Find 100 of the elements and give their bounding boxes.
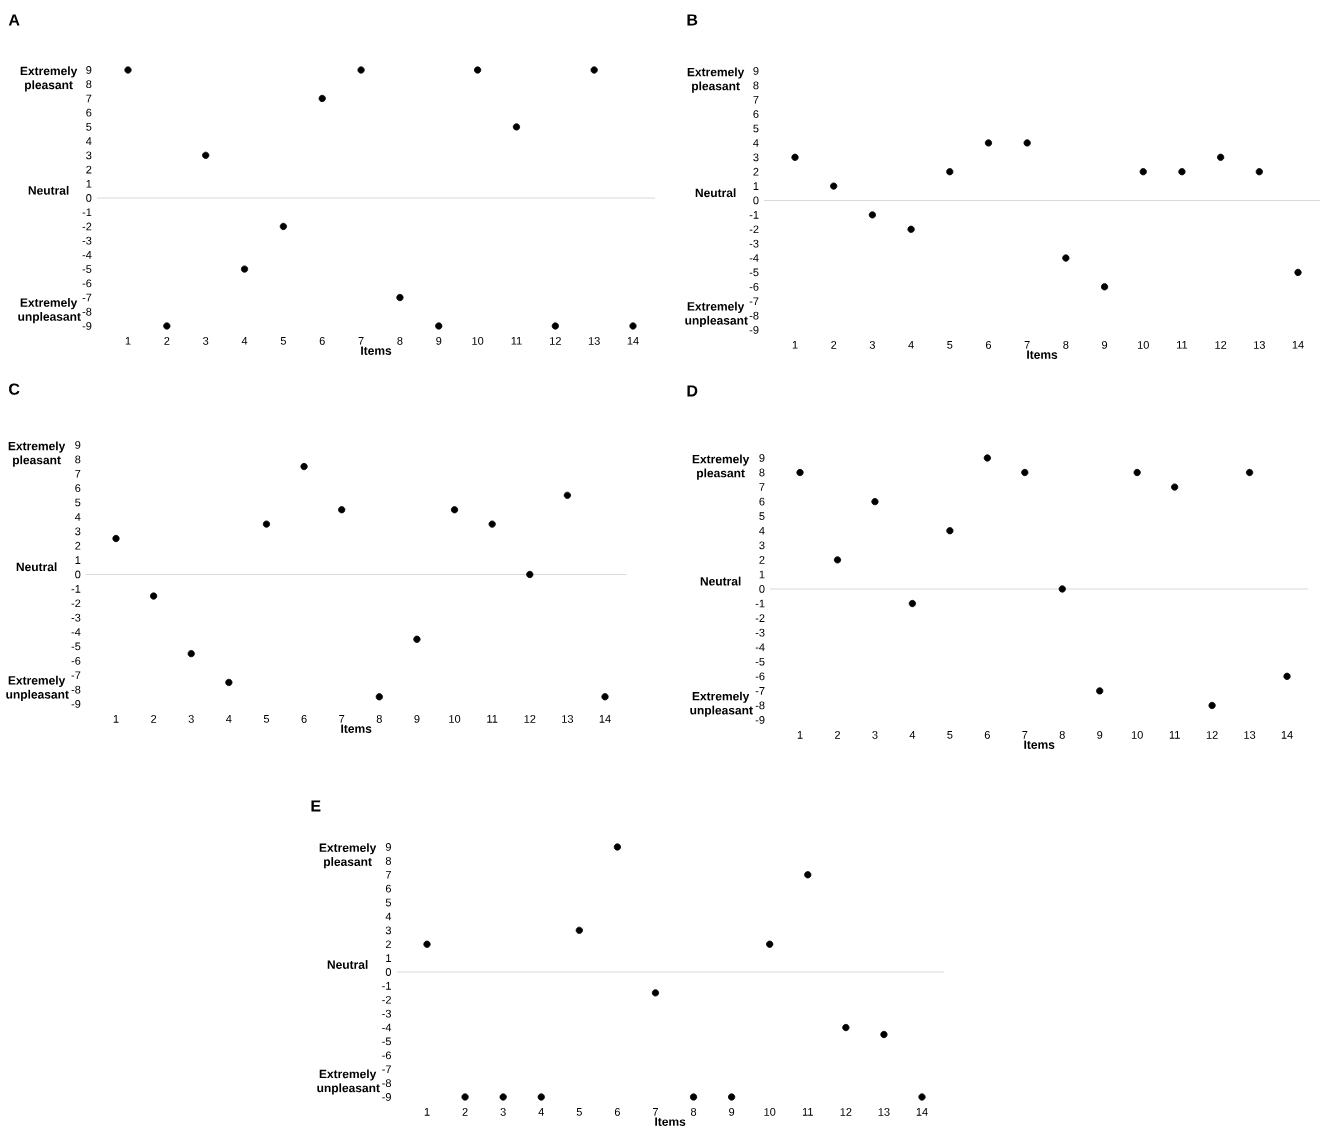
point	[1096, 687, 1104, 695]
point	[842, 1023, 850, 1032]
x-tick-label: 6	[614, 1108, 620, 1116]
x-tick-label: 5	[947, 731, 953, 739]
y-tick-label: -3	[82, 236, 92, 245]
text: Extremely unpleasant	[685, 301, 748, 328]
point	[488, 520, 496, 528]
x-tick-label: 6	[301, 715, 307, 723]
y-tick-label: 7	[86, 94, 92, 103]
y-tick-label: 4	[74, 513, 81, 521]
y-tick-label: 2	[385, 940, 391, 949]
x-tick-label: 7	[339, 715, 345, 723]
point	[728, 1093, 736, 1101]
y-tick-label: -9	[755, 716, 765, 724]
point	[375, 693, 383, 701]
y-tick-label: -1	[71, 585, 81, 593]
y-tick-label: 1	[86, 180, 92, 188]
x-tick-label: 14	[627, 337, 639, 345]
y-tick-label: -6	[749, 282, 759, 291]
point	[163, 322, 171, 330]
y-tick-label: -4	[71, 628, 81, 636]
y-tick-label: -1	[82, 208, 92, 216]
y-tick-label: 3	[759, 541, 765, 550]
y-tick-label: 5	[385, 898, 392, 907]
text: Extremely unpleasant	[6, 675, 69, 702]
x-tick-label: 2	[831, 341, 837, 349]
x-tick-label: 8	[1059, 731, 1065, 739]
text: Extremely unpleasant	[18, 298, 81, 324]
x-tick-label: 11	[511, 337, 522, 345]
y-tick-label: 3	[86, 151, 92, 160]
chart-title: A	[8, 14, 20, 26]
point	[318, 94, 326, 103]
point	[262, 520, 271, 528]
y-tick-label: -3	[382, 1009, 392, 1018]
y-tick-label: -4	[749, 254, 759, 262]
point	[946, 527, 954, 535]
point	[791, 153, 799, 161]
x-tick-label: 4	[909, 731, 916, 739]
point	[880, 1030, 888, 1039]
point	[1255, 168, 1263, 176]
x-tick-label: 10	[1131, 731, 1143, 739]
point	[474, 66, 482, 74]
y-tick-label: 4	[753, 139, 759, 147]
x-tick-label: 7	[652, 1108, 658, 1116]
x-tick-label: 3	[500, 1108, 506, 1116]
point	[1171, 483, 1179, 491]
point	[300, 462, 308, 471]
x-axis-title: Items	[361, 346, 392, 355]
text: Extremely pleasant	[20, 66, 78, 92]
x-tick-label: 4	[908, 341, 914, 349]
x-tick-label: 10	[1137, 341, 1149, 349]
text: Extremely pleasant	[687, 67, 745, 93]
y-tick-label: 5	[753, 124, 759, 133]
x-tick-label: 3	[872, 731, 878, 739]
x-tick-label: 13	[588, 337, 600, 345]
x-tick-label: 7	[358, 337, 364, 345]
y-tick-label: 1	[753, 182, 759, 190]
y-tick-label: -8	[82, 307, 92, 316]
chart-title: C	[9, 383, 20, 395]
y-tick-label: 7	[753, 95, 759, 104]
x-tick-label: 1	[125, 337, 131, 345]
y-tick-label: 8	[753, 81, 759, 90]
point	[112, 534, 120, 543]
y-tick-label: -5	[382, 1037, 392, 1046]
y-tick-label: 3	[385, 926, 392, 935]
y-tick-label: 9	[86, 66, 92, 74]
x-tick-label: 11	[802, 1108, 813, 1116]
point	[202, 151, 210, 159]
text: Neutral	[700, 576, 741, 586]
point	[1294, 268, 1302, 277]
y-tick-label: 4	[385, 912, 392, 921]
y-tick-label: 0	[86, 194, 92, 202]
y-tick-label: -8	[382, 1079, 392, 1087]
point	[908, 599, 917, 608]
x-tick-label: 7	[1022, 731, 1028, 739]
y-tick-label: 3	[75, 527, 81, 536]
x-tick-label: 6	[319, 337, 325, 345]
x-tick-label: 3	[203, 337, 209, 345]
x-tick-label: 2	[151, 715, 157, 723]
y-tick-label: -5	[749, 268, 759, 277]
point	[396, 293, 404, 302]
y-tick-label: -8	[755, 701, 765, 710]
x-tick-label: 2	[834, 731, 841, 739]
point	[357, 66, 365, 74]
y-tick-label: 9	[385, 843, 391, 851]
point	[537, 1093, 545, 1101]
y-tick-label: 9	[759, 454, 765, 462]
point	[526, 570, 534, 579]
point	[871, 498, 879, 506]
text: Neutral	[28, 185, 69, 195]
y-tick-label: -5	[755, 657, 765, 666]
point	[833, 556, 842, 564]
x-tick-label: 11	[1169, 731, 1180, 739]
point	[1133, 468, 1141, 477]
y-tick-label: -3	[71, 613, 81, 622]
x-tick-label: 5	[576, 1108, 582, 1116]
chart-title: E	[311, 800, 321, 812]
y-tick-label: -6	[71, 656, 81, 665]
y-tick-label: 2	[75, 541, 81, 550]
point	[1217, 153, 1225, 161]
